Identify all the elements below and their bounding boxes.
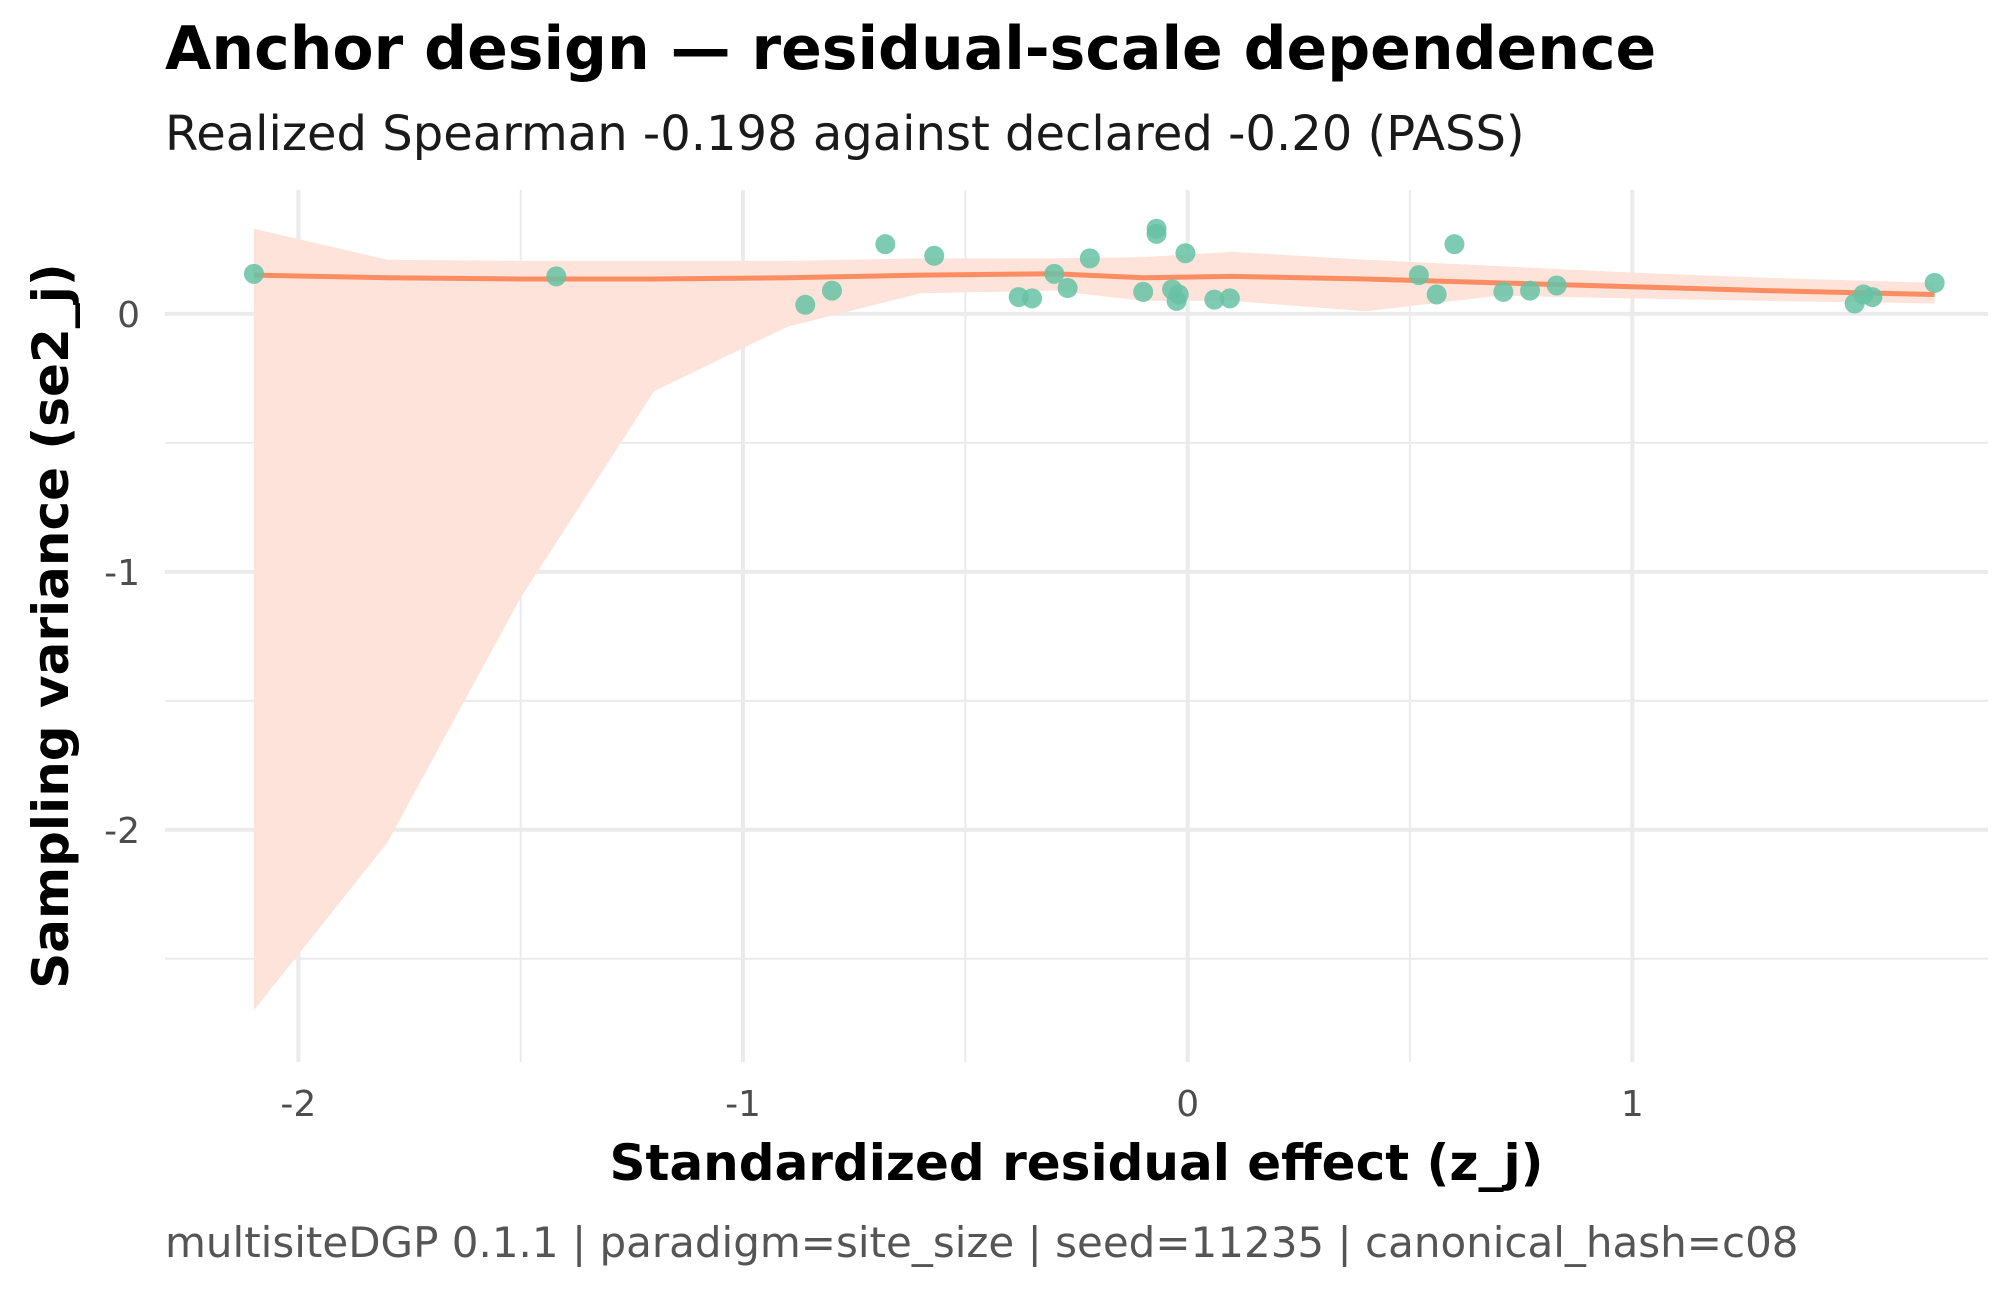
x-tick-label: 0 [1176,1084,1199,1125]
confidence-band [253,228,1935,1011]
y-tick-label: 0 [117,295,140,336]
x-tick-label: -1 [725,1084,761,1125]
x-tick-labels: -2 -1 0 1 [280,1084,1643,1125]
data-point [1426,284,1447,305]
data-point [1146,218,1167,239]
data-point [821,280,842,301]
chart-subtitle: Realized Spearman -0.198 against declare… [165,106,1525,162]
data-point [1168,284,1189,305]
data-point [1520,280,1541,301]
data-point [1079,248,1100,269]
data-point [1546,275,1567,296]
data-point [1924,272,1945,293]
data-point [1133,281,1154,302]
data-point [1044,263,1065,284]
data-point [546,266,567,287]
smooth-line-group [253,271,1935,297]
data-point [1493,281,1514,302]
data-point [1057,278,1078,299]
data-point [243,263,264,284]
data-point [924,245,945,266]
x-axis-title: Standardized residual effect (z_j) [610,1134,1544,1192]
data-point [1022,288,1043,309]
data-point [1204,289,1225,310]
data-point [1862,287,1883,308]
data-point [1175,243,1196,264]
data-point [795,294,816,315]
x-tick-label: 1 [1621,1084,1644,1125]
y-tick-label: -1 [104,553,140,594]
data-point [1444,234,1465,255]
data-point [1408,265,1429,286]
x-tick-label: -2 [280,1084,316,1125]
confidence-band-group [253,228,1935,1011]
smooth-line [253,271,1935,297]
y-axis-title: Sampling variance (se2_j) [22,263,80,988]
y-tick-labels: 0 -1 -2 [104,295,140,852]
chart-title: Anchor design — residual-scale dependenc… [165,14,1657,84]
data-point [875,234,896,255]
y-tick-label: -2 [104,811,140,852]
data-point [1219,288,1240,309]
chart-caption: multisiteDGP 0.1.1 | paradigm=site_size … [165,1218,1799,1267]
points-group [243,218,1945,315]
